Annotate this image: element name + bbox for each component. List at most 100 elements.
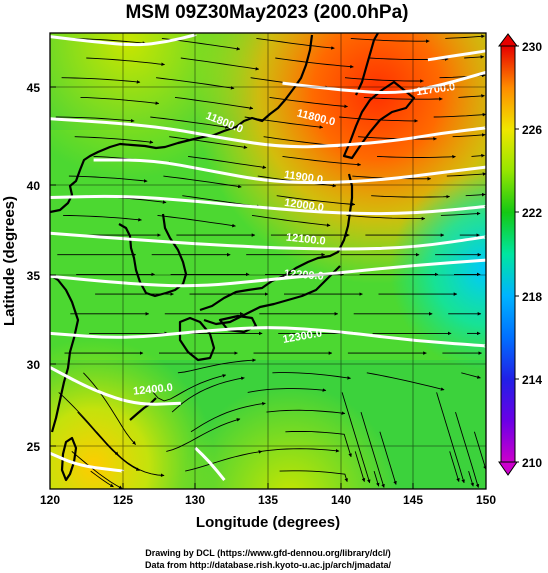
wind-streamline	[354, 451, 366, 482]
wind-streamline	[247, 388, 327, 393]
contour-label-12100: 12100.0	[285, 232, 326, 248]
wind-streamline	[77, 411, 140, 471]
wind-streamline	[440, 211, 481, 216]
wind-streamline	[379, 431, 397, 485]
coastline-sakhalin	[355, 33, 379, 96]
wind-streamline	[366, 372, 445, 391]
contour-label-12400: 12400.0	[133, 382, 174, 398]
wind-streamline	[260, 448, 340, 453]
wind-streamline	[346, 214, 426, 221]
wind-streamline	[190, 401, 266, 433]
height-contour-11800	[50, 33, 197, 47]
wind-streamline	[473, 431, 486, 470]
wind-streamline	[373, 470, 380, 487]
wind-streamline	[61, 77, 141, 84]
wind-streamline	[266, 409, 346, 415]
grid-lines	[50, 33, 486, 489]
coastline-hokkaido	[342, 80, 416, 160]
wind-streamline	[468, 470, 474, 487]
wind-streamline	[445, 34, 485, 39]
wind-streamline	[63, 214, 142, 222]
coastline-asian-mainland	[50, 34, 314, 214]
height-contour-11800	[282, 70, 486, 95]
wind-streamline	[276, 195, 356, 207]
coastlines	[50, 33, 416, 482]
height-contour-12400	[194, 446, 226, 482]
wind-streamline	[461, 372, 481, 379]
wind-streamline	[157, 214, 236, 228]
height-contour-12000	[93, 158, 486, 185]
wind-streamlines	[55, 34, 486, 489]
colorbar-tick-label: 210	[522, 456, 542, 470]
colorbar-tick-label: 226	[522, 123, 542, 137]
height-contour-11900	[50, 117, 486, 149]
wind-streamline	[80, 96, 160, 105]
wind-streamline	[339, 116, 418, 123]
height-contour-12400	[50, 366, 181, 406]
wind-streamline	[256, 37, 335, 50]
y-tick-label: 35	[27, 269, 41, 283]
wind-streamline	[465, 192, 486, 197]
colorbar-tick-label: 222	[522, 206, 542, 220]
wind-streamline	[185, 450, 263, 472]
wind-streamline	[86, 57, 165, 67]
wind-streamline	[150, 116, 229, 129]
wind-streamline	[83, 372, 136, 445]
wind-streamline	[446, 172, 486, 177]
wind-streamline	[458, 94, 485, 98]
x-tick-label: 125	[113, 493, 133, 507]
wind-streamline	[363, 96, 443, 101]
contour-label-11700: 11700.0	[416, 81, 456, 98]
wind-streamline	[174, 96, 254, 110]
wind-streamline	[285, 430, 352, 458]
wind-streamline	[464, 55, 485, 59]
wind-streamline	[344, 77, 424, 83]
wind-streamline	[55, 116, 135, 123]
wind-streamline	[471, 153, 485, 158]
colorbar-gradient	[500, 45, 516, 463]
x-tick-label: 140	[331, 493, 351, 507]
wind-streamline	[376, 154, 456, 159]
wind-streamline	[455, 411, 480, 488]
wind-streamline	[169, 136, 248, 149]
y-tick-label: 30	[27, 358, 41, 372]
wind-streamline	[177, 358, 256, 374]
x-tick-label: 120	[40, 493, 60, 507]
wind-streamline	[188, 155, 267, 169]
x-tick-label: 150	[476, 493, 496, 507]
wind-streamline	[350, 37, 430, 43]
x-tick-label: 130	[185, 493, 205, 507]
y-tick-label: 45	[27, 81, 41, 95]
wind-streamline	[90, 470, 114, 488]
wind-streamline	[282, 155, 362, 167]
credit-drawing: Drawing by DCL (https://www.gfd-dennou.o…	[145, 548, 391, 558]
wind-streamline	[341, 392, 371, 484]
wind-streamline	[180, 57, 260, 71]
colorbar-tick-label: 230	[522, 40, 542, 54]
wind-streamline	[71, 451, 123, 489]
colorbar: 230 226 222 218 214 210	[498, 33, 542, 476]
colorbar-tick-label: 214	[522, 373, 542, 387]
height-contour-12400	[50, 451, 125, 473]
y-tick-label: 25	[27, 440, 41, 454]
map-title: MSM 09Z30May2023 (200.0hPa)	[125, 2, 408, 23]
coastline-china-east	[50, 274, 80, 433]
wind-streamline	[68, 175, 148, 183]
contour-label-12000: 12000.0	[283, 197, 324, 214]
x-tick-label: 145	[403, 493, 423, 507]
wind-streamline	[275, 57, 354, 69]
y-axis-label: Latitude (degrees)	[1, 196, 18, 326]
y-tick-labels: 25 30 35 40 45	[27, 81, 41, 454]
wind-streamline	[449, 451, 460, 482]
x-axis-label: Longitude (degrees)	[196, 514, 340, 531]
coastline-ryukyu	[129, 397, 157, 421]
wind-streamline	[152, 374, 227, 402]
plot-area: 11700.0 11800.0 11800.0 11900.0 12000.0 …	[50, 33, 486, 489]
x-tick-label: 135	[258, 493, 278, 507]
wind-streamline	[452, 133, 486, 138]
colorbar-tick-label: 218	[522, 290, 542, 304]
tick-marks	[49, 86, 487, 489]
wind-streamline	[371, 194, 450, 199]
x-tick-labels: 120 125 130 135 140 145 150	[40, 493, 496, 507]
